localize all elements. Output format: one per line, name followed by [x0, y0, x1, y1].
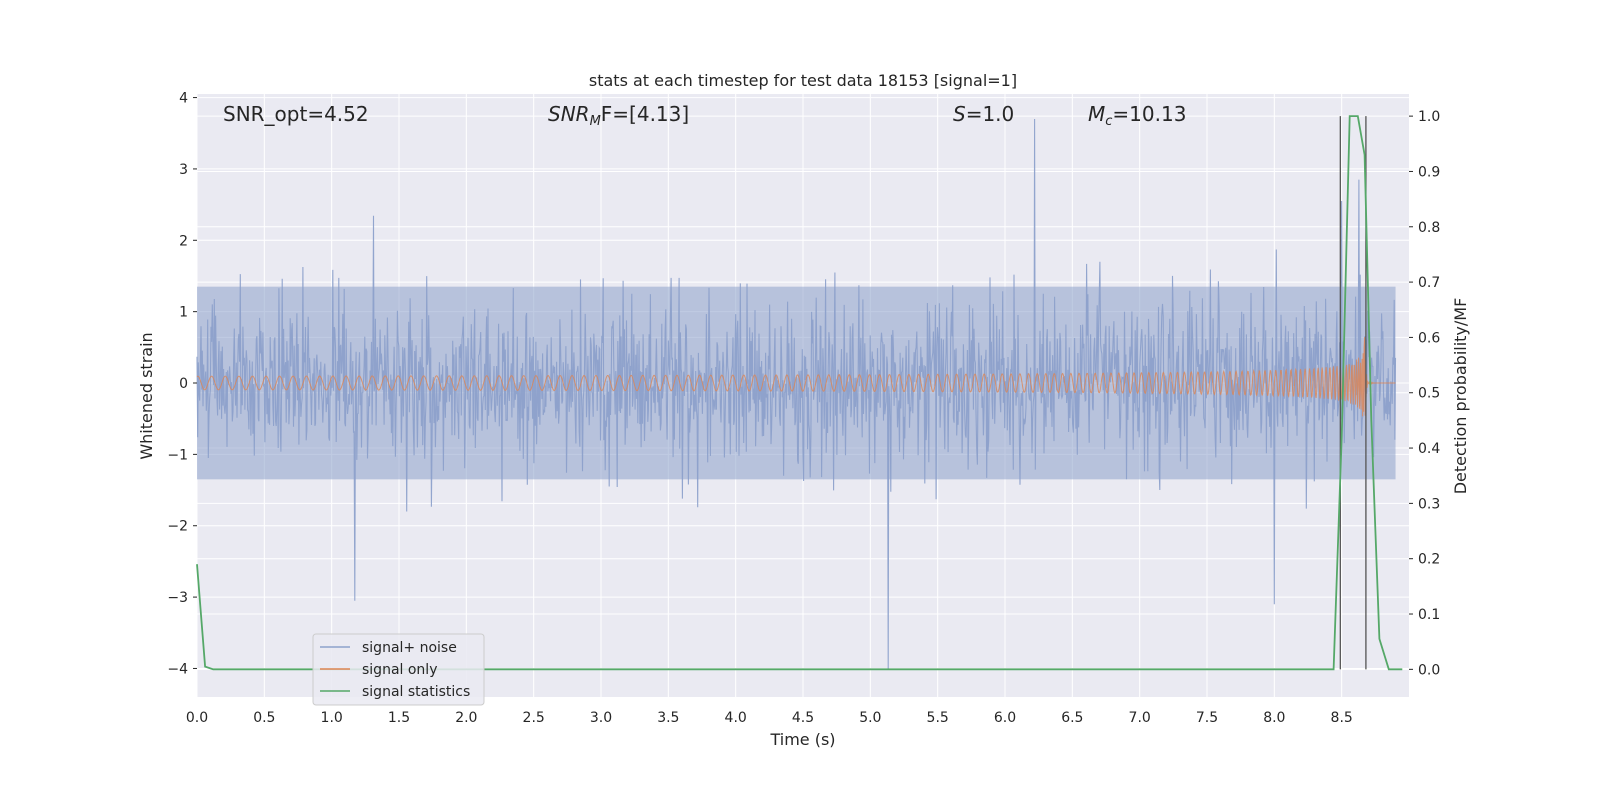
annotation-mc: Mc=10.13 — [1088, 102, 1186, 129]
y2-tick-label: 0.0 — [1418, 662, 1440, 678]
x-tick-label: 2.5 — [523, 710, 545, 726]
legend-label-signal-only: signal only — [362, 662, 437, 678]
y-tick-label: 4 — [179, 91, 188, 107]
legend-box — [312, 633, 485, 706]
signal-stats-line — [196, 115, 1403, 671]
y-tick-label: 0 — [179, 376, 188, 392]
legend-label-signal-stats: signal statistics — [362, 684, 470, 700]
y-tick-label: −4 — [167, 661, 188, 677]
x-tick-label: 2.0 — [455, 710, 477, 726]
x-tick-label: 0.5 — [253, 710, 275, 726]
x-tick-label: 4.0 — [725, 710, 747, 726]
annotation-s: S=1.0 — [953, 102, 1014, 126]
ticks: 0.0 0.5 1.0 1.5 2.0 2.5 3.0 3.5 4.0 4.5 5.0 5.5 6.0 6… — [167, 91, 1440, 726]
y2-tick-label: 0.3 — [1418, 496, 1440, 512]
y2-tick-label: 1.0 — [1418, 109, 1440, 125]
annotation-s-rest: =1.0 — [966, 102, 1015, 126]
annotation-snr-opt: SNR_opt=4.52 — [223, 102, 369, 126]
x-tick-label: 5.5 — [927, 710, 949, 726]
x-tick-label: 6.5 — [1061, 710, 1083, 726]
x-tick-label: 8.5 — [1331, 710, 1353, 726]
legend-label-signal-noise: signal+ noise — [362, 640, 457, 656]
annotations: SNR_opt=4.52 SNRMF=[4.13] S=1.0 Mc=10.13 — [223, 102, 1186, 129]
y2-tick-label: 0.7 — [1418, 275, 1440, 291]
y-tick-label: −1 — [167, 447, 188, 463]
y2-tick-label: 0.4 — [1418, 441, 1440, 457]
y2-tick-label: 0.2 — [1418, 552, 1440, 568]
x-tick-label: 3.5 — [657, 710, 679, 726]
y2-tick-label: 0.6 — [1418, 330, 1440, 346]
annotation-mc-sub: c — [1105, 114, 1112, 129]
legend: signal+ noise signal only signal statist… — [312, 633, 485, 706]
x-tick-label: 0.0 — [186, 710, 208, 726]
x-tick-label: 8.0 — [1263, 710, 1285, 726]
y2-axis-label: Detection probability/MF — [1451, 298, 1470, 495]
annotation-mc-rest: =10.13 — [1112, 102, 1186, 126]
annotation-snr-mf-sub: M — [590, 114, 601, 129]
y2-tick-label: 0.9 — [1418, 164, 1440, 180]
annotation-snr-mf-rest: F=[4.13] — [601, 102, 689, 126]
y-axis-label: Whitened strain — [137, 332, 156, 459]
y-tick-label: 3 — [179, 162, 188, 178]
y-tick-label: 2 — [179, 233, 188, 249]
x-tick-label: 5.0 — [859, 710, 881, 726]
y2-tick-label: 0.5 — [1418, 386, 1440, 402]
chart-title: stats at each timestep for test data 181… — [589, 71, 1017, 90]
x-tick-label: 7.0 — [1129, 710, 1151, 726]
annotation-mc-main: M — [1088, 102, 1105, 126]
x-tick-label: 3.0 — [590, 710, 612, 726]
y2-tick-label: 0.8 — [1418, 220, 1440, 236]
y-tick-label: −3 — [167, 590, 188, 606]
x-axis-label: Time (s) — [769, 730, 835, 749]
annotation-snr-mf-main: SNR — [548, 102, 590, 126]
plot-content — [196, 115, 1403, 671]
y2-tick-label: 0.1 — [1418, 607, 1440, 623]
x-tick-label: 4.5 — [792, 710, 814, 726]
x-tick-label: 6.0 — [994, 710, 1016, 726]
x-tick-label: 1.5 — [388, 710, 410, 726]
annotation-s-main: S — [953, 102, 966, 126]
y-tick-label: −2 — [167, 519, 188, 535]
y-tick-label: 1 — [179, 305, 188, 321]
x-tick-label: 7.5 — [1196, 710, 1218, 726]
x-tick-label: 1.0 — [321, 710, 343, 726]
signal-only-line — [196, 337, 1396, 417]
annotation-snr-mf: SNRMF=[4.13] — [548, 102, 689, 129]
